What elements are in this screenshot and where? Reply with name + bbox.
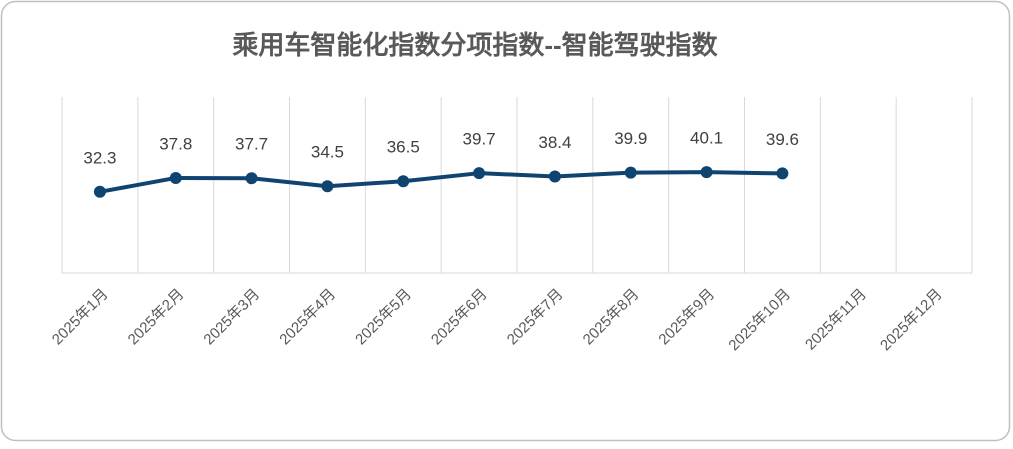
data-label: 39.7 bbox=[463, 130, 496, 149]
data-label: 32.3 bbox=[83, 148, 116, 167]
data-label: 34.5 bbox=[311, 143, 344, 162]
data-point bbox=[776, 167, 789, 180]
data-point bbox=[93, 185, 106, 198]
data-label: 40.1 bbox=[690, 129, 723, 148]
data-point bbox=[397, 175, 410, 188]
data-point bbox=[473, 167, 486, 180]
data-point bbox=[169, 171, 182, 184]
data-label: 37.7 bbox=[235, 135, 268, 154]
data-label: 38.4 bbox=[538, 133, 571, 152]
data-point bbox=[624, 166, 637, 179]
data-point bbox=[548, 170, 561, 183]
data-label: 39.6 bbox=[766, 130, 799, 149]
data-label: 39.9 bbox=[614, 129, 647, 148]
data-point bbox=[700, 166, 713, 179]
data-point bbox=[321, 180, 334, 193]
data-line bbox=[99, 170, 783, 194]
data-point bbox=[245, 172, 258, 185]
chart-title: 乘用车智能化指数分项指数--智能驾驶指数 bbox=[231, 30, 718, 60]
data-label: 37.8 bbox=[159, 134, 192, 153]
data-label: 36.5 bbox=[387, 138, 420, 157]
